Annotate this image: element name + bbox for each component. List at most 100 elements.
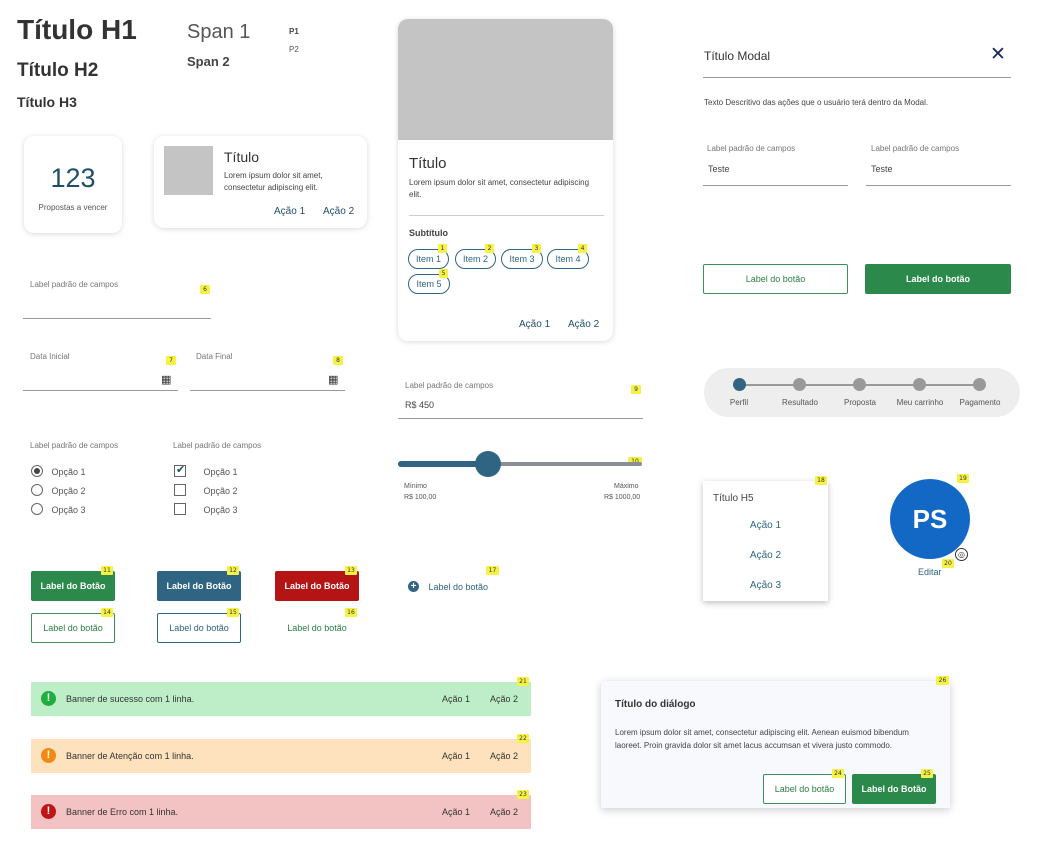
modal-title: Título Modal bbox=[704, 49, 771, 63]
step-dot-perfil[interactable] bbox=[733, 378, 746, 391]
banner-error-badge: 23 bbox=[517, 790, 529, 799]
modal-title-divider bbox=[703, 77, 1011, 78]
span-1: Span 1 bbox=[187, 21, 251, 43]
step-dot-proposta[interactable] bbox=[853, 378, 866, 391]
banner-warning-badge: 22 bbox=[517, 734, 529, 743]
paragraph-1: P1 bbox=[289, 27, 299, 36]
camera-icon[interactable]: ◎ bbox=[955, 548, 968, 561]
slider-track[interactable] bbox=[398, 462, 642, 466]
radio-button[interactable] bbox=[31, 465, 43, 477]
slider-thumb[interactable] bbox=[475, 451, 502, 477]
step-dot-pagamento[interactable] bbox=[973, 378, 986, 391]
banner-action-1[interactable]: Ação 1 bbox=[442, 807, 471, 817]
big-card-image bbox=[398, 19, 613, 140]
dropdown-menu-item-2[interactable]: Ação 2 bbox=[749, 550, 782, 561]
dialog-primary-button[interactable]: Label do Botão bbox=[852, 774, 936, 804]
modal-secondary-button[interactable]: Label do botão bbox=[703, 264, 848, 294]
solid-green-button-badge: 11 bbox=[101, 566, 113, 575]
slider-min-label: Mínimo bbox=[404, 483, 427, 490]
outline-blue-button[interactable]: Label do botão bbox=[157, 613, 241, 643]
date-end-field[interactable]: ▦ bbox=[190, 365, 345, 391]
big-card-action-2[interactable]: Ação 2 bbox=[568, 319, 600, 330]
checkbox-option-2[interactable]: Opção 2 bbox=[174, 483, 237, 501]
date-end-label: Data Final bbox=[196, 352, 233, 361]
checkbox[interactable]: ✔ bbox=[174, 464, 186, 477]
icon-text-button-label: Label do botão bbox=[428, 581, 489, 592]
big-card-text: Lorem ipsum dolor sit amet, consectetur … bbox=[409, 178, 590, 199]
banner-success-badge: 21 bbox=[517, 677, 529, 686]
calendar-icon[interactable]: ▦ bbox=[161, 374, 172, 386]
icon-text-button-badge: 17 bbox=[486, 566, 499, 575]
big-card-subtitle: Subtítulo bbox=[409, 228, 448, 238]
radio-option-2[interactable]: Opção 2 bbox=[31, 483, 85, 501]
text-field[interactable] bbox=[23, 292, 211, 319]
big-card-action-1[interactable]: Ação 1 bbox=[519, 319, 551, 330]
chip-item-1[interactable]: Item 1 bbox=[408, 249, 449, 269]
banner-message: Banner de Atenção com 1 linha. bbox=[66, 751, 194, 761]
dropdown-menu: Título H5 Ação 1 Ação 2 Ação 3 bbox=[703, 481, 828, 601]
plus-circle-icon: + bbox=[408, 581, 419, 593]
modal-field-1-value: Teste bbox=[708, 164, 730, 174]
modal-field-2[interactable]: Teste bbox=[866, 158, 1011, 186]
calendar-icon[interactable]: ▦ bbox=[328, 374, 339, 386]
dropdown-menu-item-3[interactable]: Ação 3 bbox=[749, 580, 782, 591]
radio-option-label: Opção 2 bbox=[51, 486, 86, 496]
radio-button[interactable] bbox=[31, 503, 43, 515]
banner-action-1[interactable]: Ação 1 bbox=[442, 694, 471, 704]
checkbox-option-label: Opção 1 bbox=[203, 467, 238, 477]
banner-action-2[interactable]: Ação 2 bbox=[490, 807, 519, 817]
chip-item-3[interactable]: Item 3 bbox=[501, 249, 543, 269]
step-dot-resultado[interactable] bbox=[793, 378, 806, 391]
solid-red-button[interactable]: Label do Botão bbox=[275, 571, 359, 601]
avatar-edit-link[interactable]: Editar bbox=[918, 567, 942, 577]
modal-field-1[interactable]: Teste bbox=[703, 158, 848, 186]
paragraph-2: P2 bbox=[289, 45, 299, 54]
currency-field[interactable]: R$ 450 bbox=[398, 394, 643, 419]
chip-item-2[interactable]: Item 2 bbox=[455, 249, 496, 269]
slider[interactable] bbox=[398, 451, 642, 477]
media-card-action-2[interactable]: Ação 2 bbox=[323, 206, 355, 217]
modal-close-icon[interactable]: ✕ bbox=[990, 44, 1006, 65]
chip-item-4[interactable]: Item 4 bbox=[547, 249, 589, 269]
chip-item-5[interactable]: Item 5 bbox=[408, 274, 450, 294]
text-green-button[interactable]: Label do botão bbox=[287, 623, 347, 633]
modal-primary-button[interactable]: Label do botão bbox=[865, 264, 1011, 294]
title-h2: Título H2 bbox=[17, 60, 99, 81]
slider-max-label: Máximo bbox=[614, 483, 639, 490]
step-dot-meu-carrinho[interactable] bbox=[913, 378, 926, 391]
radio-option-3[interactable]: Opção 3 bbox=[31, 502, 85, 520]
step-label: Meu carrinho bbox=[896, 398, 944, 407]
dropdown-menu-item-1[interactable]: Ação 1 bbox=[749, 520, 782, 531]
slider-badge: 10 bbox=[628, 457, 642, 466]
exclamation-icon: ! bbox=[41, 691, 56, 706]
radio-group-label: Label padrão de campos bbox=[30, 441, 119, 450]
solid-blue-button[interactable]: Label do Botão bbox=[157, 571, 241, 601]
slider-min-value: R$ 100,00 bbox=[404, 494, 437, 501]
text-green-button-badge: 16 bbox=[345, 608, 357, 617]
chip-badge-4: 4 bbox=[578, 244, 587, 253]
step-label: Pagamento bbox=[959, 398, 1001, 407]
avatar-badge: 19 bbox=[957, 474, 969, 483]
banner-action-2[interactable]: Ação 2 bbox=[490, 694, 519, 704]
dialog-secondary-button[interactable]: Label do botão bbox=[763, 774, 846, 804]
checkbox[interactable] bbox=[174, 484, 186, 496]
radio-button[interactable] bbox=[31, 484, 43, 496]
outline-green-button[interactable]: Label do botão bbox=[31, 613, 115, 643]
slider-max-value: R$ 1000,00 bbox=[604, 494, 641, 501]
checkbox-option-1[interactable]: ✔ Opção 1 bbox=[174, 464, 237, 482]
radio-option-1[interactable]: Opção 1 bbox=[31, 464, 85, 482]
big-card-title: Título bbox=[409, 155, 447, 172]
kpi-card: 123 Propostas a vencer bbox=[24, 136, 122, 233]
checkbox-option-3[interactable]: Opção 3 bbox=[174, 502, 237, 520]
solid-green-button[interactable]: Label do Botão bbox=[31, 571, 115, 601]
media-card-action-1[interactable]: Ação 1 bbox=[274, 206, 306, 217]
banner-action-1[interactable]: Ação 1 bbox=[442, 751, 471, 761]
icon-text-button[interactable]: + Label do botão bbox=[408, 578, 488, 594]
dialog-secondary-button-badge: 24 bbox=[832, 769, 844, 778]
date-start-field[interactable]: ▦ bbox=[23, 365, 178, 391]
slider-fill bbox=[398, 461, 489, 467]
banner-action-2[interactable]: Ação 2 bbox=[490, 751, 519, 761]
checkbox[interactable] bbox=[174, 503, 186, 515]
avatar[interactable]: PS bbox=[890, 479, 970, 559]
modal-description: Texto Descritivo das ações que o usuário… bbox=[704, 98, 929, 107]
